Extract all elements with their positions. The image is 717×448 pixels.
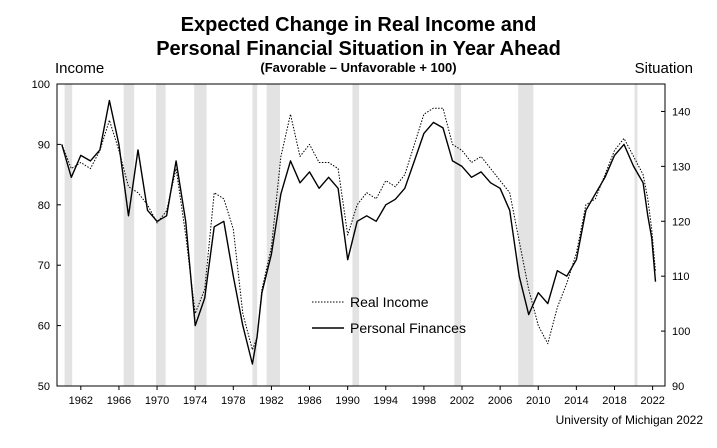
x-tick-label-1986: 1986 bbox=[297, 395, 321, 407]
series-line-0 bbox=[61, 107, 656, 351]
right-tick-label-100: 100 bbox=[672, 326, 690, 338]
recession-bands bbox=[64, 84, 638, 386]
series-line-1 bbox=[61, 99, 657, 365]
recession-band-6 bbox=[352, 84, 360, 386]
legend-label-1: Personal Finances bbox=[350, 320, 466, 336]
right-tick-label-110: 110 bbox=[672, 271, 690, 283]
recession-band-1 bbox=[123, 84, 135, 386]
x-tick-label-2006: 2006 bbox=[488, 395, 512, 407]
recession-band-5 bbox=[266, 84, 280, 386]
recession-band-7 bbox=[454, 84, 462, 386]
x-tick-label-2022: 2022 bbox=[640, 395, 664, 407]
right-tick-label-120: 120 bbox=[672, 216, 690, 228]
left-axis-label: Income bbox=[55, 60, 105, 77]
legend-label-0: Real Income bbox=[350, 294, 429, 310]
recession-band-0 bbox=[64, 84, 73, 386]
x-tick-label-2018: 2018 bbox=[602, 395, 626, 407]
plot-frame bbox=[56, 83, 666, 387]
recession-band-4 bbox=[252, 84, 258, 386]
chart-title-line1: Expected Change in Real Income and bbox=[180, 14, 537, 36]
x-tick-label-1962: 1962 bbox=[69, 395, 93, 407]
recession-band-3 bbox=[194, 84, 207, 386]
x-tick-label-1998: 1998 bbox=[412, 395, 436, 407]
left-tick-label-60: 60 bbox=[38, 321, 50, 333]
left-tick-label-100: 100 bbox=[32, 79, 50, 91]
series-lines bbox=[61, 99, 657, 365]
left-tick-label-50: 50 bbox=[38, 381, 50, 393]
right-tick-label-140: 140 bbox=[672, 106, 690, 118]
source-credit: University of Michigan 2022 bbox=[555, 413, 703, 427]
x-tick-label-1974: 1974 bbox=[183, 395, 207, 407]
recession-band-8 bbox=[518, 84, 534, 386]
x-tick-label-2010: 2010 bbox=[526, 395, 550, 407]
x-tick-label-2002: 2002 bbox=[450, 395, 474, 407]
legend: Real Income Personal Finances bbox=[312, 294, 466, 336]
left-tick-label-90: 90 bbox=[38, 139, 50, 151]
recession-band-2 bbox=[156, 84, 166, 386]
axes: 1962 1966 1970 1974 1978 1982 1986 1990 1994 1998… bbox=[32, 79, 691, 407]
right-axis-label: Situation bbox=[634, 60, 693, 77]
x-tick-label-1990: 1990 bbox=[335, 395, 359, 407]
left-tick-label-80: 80 bbox=[38, 200, 50, 212]
x-tick-label-1966: 1966 bbox=[107, 395, 131, 407]
left-tick-label-70: 70 bbox=[38, 260, 50, 272]
x-tick-label-2014: 2014 bbox=[564, 395, 588, 407]
x-tick-label-1994: 1994 bbox=[374, 395, 398, 407]
recession-band-9 bbox=[634, 84, 638, 386]
x-tick-label-1970: 1970 bbox=[145, 395, 169, 407]
right-tick-label-90: 90 bbox=[672, 381, 684, 393]
x-tick-label-1978: 1978 bbox=[221, 395, 245, 407]
chart-title-line2: Personal Financial Situation in Year Ahe… bbox=[156, 38, 561, 60]
x-tick-label-1982: 1982 bbox=[259, 395, 283, 407]
chart-subtitle: (Favorable – Unfavorable + 100) bbox=[260, 60, 457, 75]
right-tick-label-130: 130 bbox=[672, 161, 690, 173]
